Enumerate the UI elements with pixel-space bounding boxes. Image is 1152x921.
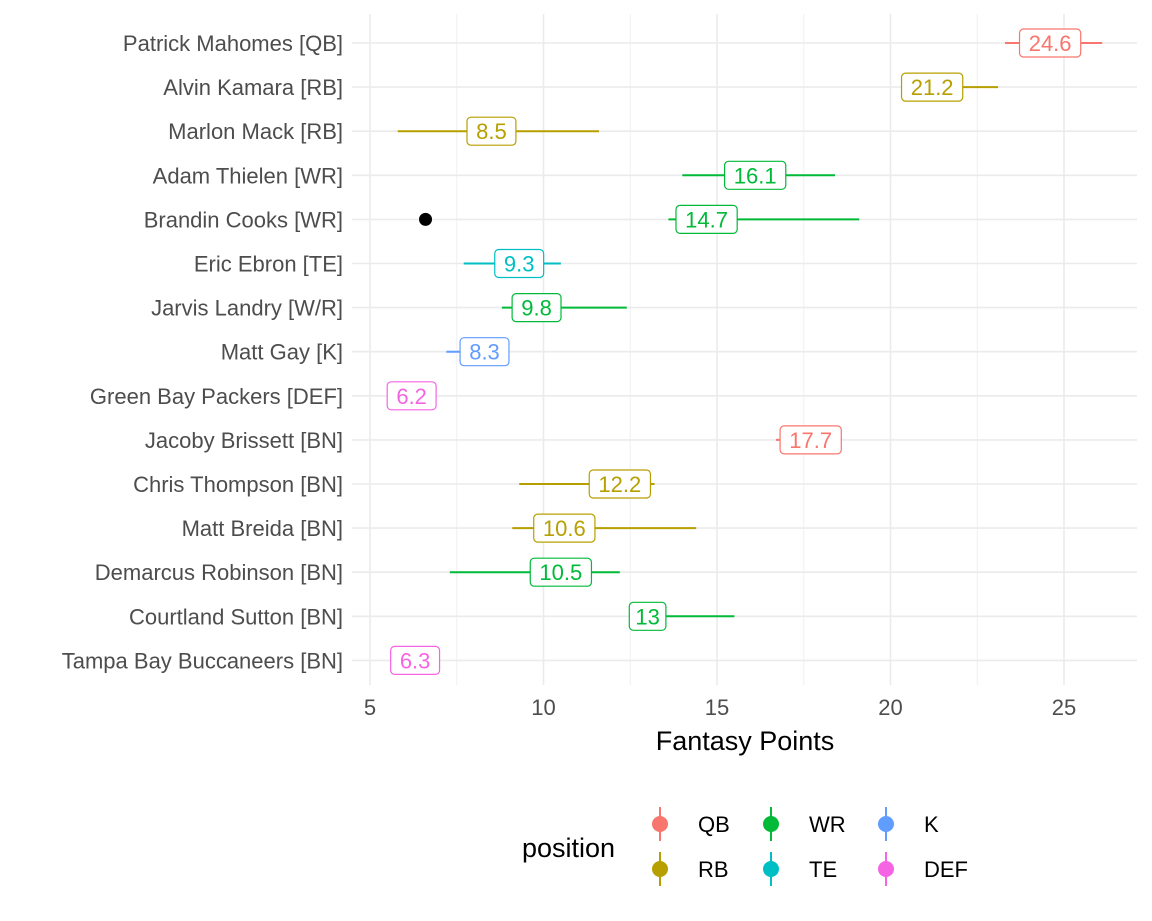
legend-label: DEF (924, 857, 968, 882)
y-tick-label: Eric Ebron [TE] (194, 252, 343, 277)
value-label-box (900, 72, 964, 102)
value-label-box (533, 513, 596, 543)
value-label-box (386, 381, 437, 411)
y-axis-labels: Patrick Mahomes [QB] Alvin Kamara [RB] Mar… (62, 31, 343, 673)
value-label-box (390, 645, 441, 676)
value-label: 8.3 (469, 340, 500, 365)
legend-label: K (924, 812, 939, 837)
y-tick-label: Green Bay Packers [DEF] (90, 384, 343, 409)
x-tick-label: 5 (364, 695, 376, 720)
value-label-box (723, 160, 787, 190)
y-tick-label: Alvin Kamara [RB] (163, 75, 343, 100)
value-label: 16.1 (734, 163, 777, 188)
value-label-box (1018, 28, 1082, 58)
legend-key-point (652, 861, 668, 877)
value-label: 8.5 (476, 119, 507, 144)
actual-point (419, 212, 433, 226)
y-tick-label: Courtland Sutton [BN] (129, 604, 343, 629)
major-gridlines (352, 14, 1137, 685)
legend-key-point (878, 816, 894, 832)
y-tick-label: Chris Thompson [BN] (133, 472, 343, 497)
value-label-box (628, 601, 667, 631)
y-tick-label: Jacoby Brissett [BN] (145, 428, 343, 453)
value-label: 14.7 (685, 207, 728, 232)
legend-label: RB (698, 857, 729, 882)
value-label-box (459, 337, 510, 367)
value-label-box (466, 116, 517, 146)
legend-key-point (878, 861, 894, 877)
value-label: 6.2 (396, 384, 427, 409)
y-tick-label: Matt Gay [K] (221, 340, 343, 365)
x-tick-label: 25 (1052, 695, 1076, 720)
y-tick-label: Marlon Mack [RB] (168, 119, 343, 144)
value-label-box (529, 557, 593, 587)
legend-key-point (652, 816, 668, 832)
y-tick-label: Jarvis Landry [W/R] (151, 296, 343, 321)
value-label-box (779, 425, 842, 455)
value-label: 9.3 (504, 252, 535, 277)
y-tick-label: Tampa Bay Buccaneers [BN] (62, 648, 343, 673)
legend-label: QB (698, 812, 730, 837)
value-label-box (588, 469, 652, 499)
legend-key-point (763, 861, 779, 877)
value-label: 24.6 (1029, 31, 1072, 56)
value-label: 6.3 (400, 648, 431, 673)
value-label-box (511, 293, 562, 323)
data-marks: 24.6 21.2 8.5 16.114.7 9.3 9.8 8.3 6.2 17.7 12.2 1… (386, 28, 1103, 676)
value-label: 13 (635, 604, 659, 629)
legend-label: WR (809, 812, 846, 837)
y-tick-label: Brandin Cooks [WR] (144, 207, 343, 232)
legend: position QB RB WR TE K DEF (522, 807, 968, 886)
x-axis-ticks: 5 10 15 20 25 (364, 695, 1076, 720)
y-tick-label: Demarcus Robinson [BN] (95, 560, 343, 585)
value-label: 21.2 (911, 75, 954, 100)
value-label: 10.5 (539, 560, 582, 585)
x-tick-label: 20 (878, 695, 902, 720)
x-tick-label: 10 (531, 695, 555, 720)
value-label-box (675, 204, 738, 234)
value-label: 10.6 (543, 516, 586, 541)
value-label: 17.7 (789, 428, 832, 453)
x-axis-title: Fantasy Points (656, 726, 835, 756)
y-tick-label: Matt Breida [BN] (182, 516, 343, 541)
legend-items: QB RB WR TE K DEF (652, 807, 968, 886)
value-label-box (494, 248, 545, 279)
value-label: 9.8 (521, 296, 552, 321)
x-tick-label: 15 (705, 695, 729, 720)
legend-label: TE (809, 857, 837, 882)
value-label: 12.2 (598, 472, 641, 497)
legend-title: position (522, 833, 615, 863)
y-tick-label: Patrick Mahomes [QB] (123, 31, 343, 56)
legend-key-point (763, 816, 779, 832)
y-tick-label: Adam Thielen [WR] (153, 163, 343, 188)
